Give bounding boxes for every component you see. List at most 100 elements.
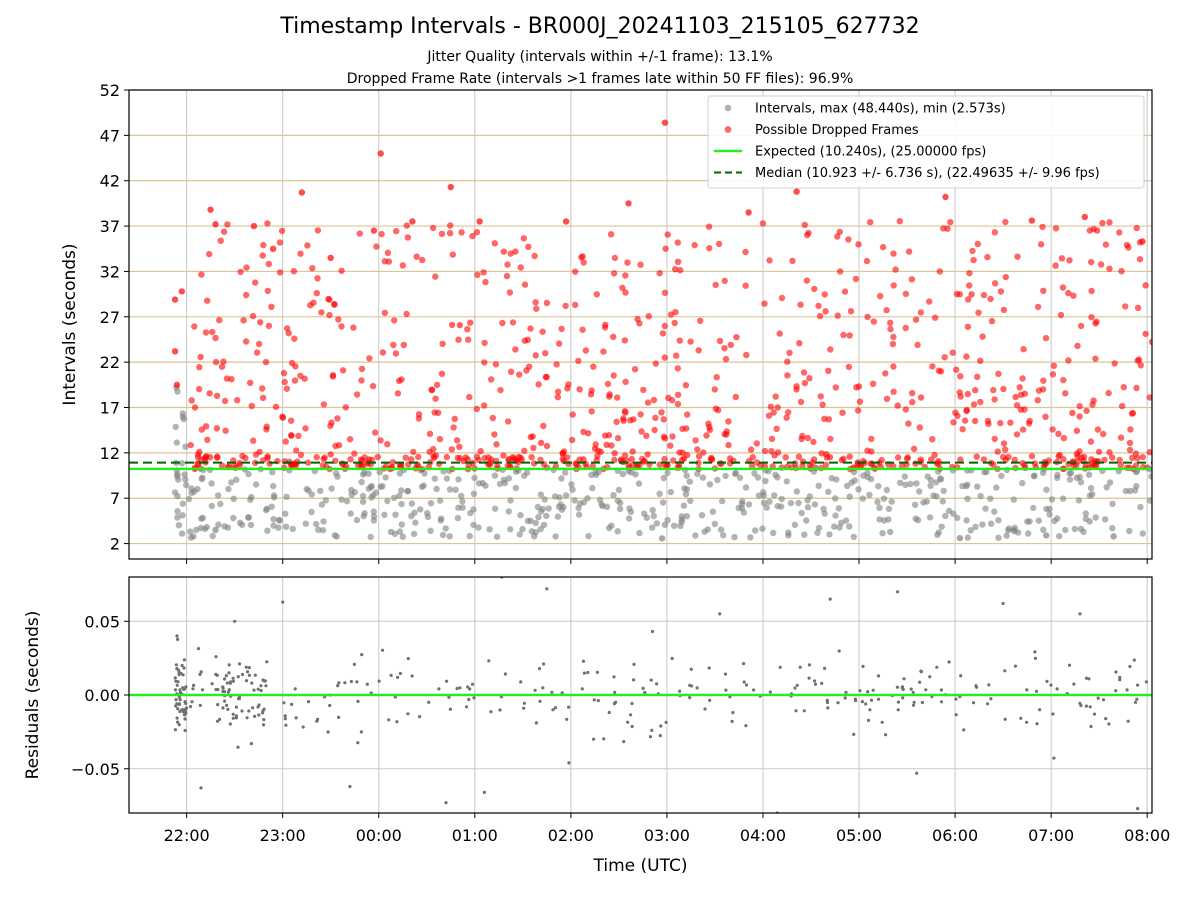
intervals-ytick-label: 17	[100, 399, 120, 418]
dropped-frame-point	[661, 289, 669, 296]
residual-point	[1088, 705, 1092, 709]
dropped-frame-point	[521, 447, 528, 454]
dropped-frame-point	[917, 394, 925, 401]
residual-point	[843, 696, 847, 700]
dropped-frame-point	[529, 433, 536, 440]
interval-point	[1080, 528, 1087, 535]
dropped-frame-point	[827, 346, 834, 353]
residual-point	[214, 655, 218, 659]
residual-point	[632, 662, 636, 667]
residual-point	[538, 699, 542, 703]
residuals-panel: −0.05 0.00 0.05 Residuals (seconds)	[23, 576, 1153, 814]
residual-point	[915, 771, 919, 775]
interval-point	[396, 528, 404, 535]
dropped-frame-point	[285, 330, 292, 337]
dropped-frame-point	[887, 319, 894, 327]
dropped-frame-point	[761, 300, 768, 307]
dropped-frame-point	[314, 275, 321, 282]
dropped-frame-point	[1073, 427, 1081, 434]
dropped-frame-point	[695, 347, 702, 354]
residual-point	[199, 786, 203, 790]
interval-point	[1139, 238, 1146, 245]
dropped-frame-point	[398, 376, 405, 383]
residual-point	[742, 662, 746, 666]
interval-point	[384, 497, 391, 505]
interval-point	[995, 517, 1002, 524]
interval-point	[731, 533, 738, 541]
residual-point	[1001, 601, 1005, 606]
dropped-frame-point	[607, 231, 615, 238]
dropped-frame-point	[782, 454, 789, 461]
residual-point	[244, 665, 248, 669]
interval-point	[875, 483, 882, 490]
interval-point	[308, 508, 315, 516]
dropped-frame-point	[253, 349, 261, 356]
interval-point	[1048, 496, 1056, 503]
interval-point	[408, 500, 415, 507]
interval-point	[982, 505, 989, 512]
dropped-frame-point	[867, 219, 874, 226]
residual-point	[224, 674, 228, 678]
dropped-frame-point	[821, 415, 828, 423]
residual-point	[247, 709, 251, 713]
intervals-ytick-label: 42	[100, 172, 120, 191]
dropped-frame-point	[481, 455, 488, 462]
dropped-frame-point	[784, 372, 791, 379]
interval-point	[475, 480, 483, 487]
dropped-frame-point	[517, 454, 524, 461]
dropped-frame-point	[346, 436, 354, 443]
dropped-frame-point	[1057, 311, 1065, 319]
interval-point	[636, 529, 643, 537]
dropped-frame-point	[883, 307, 890, 314]
dropped-frame-point	[987, 295, 994, 303]
dropped-frame-point	[1116, 229, 1123, 236]
dropped-frame-point	[652, 414, 659, 421]
interval-point	[1062, 526, 1069, 534]
residual-point	[1096, 696, 1100, 700]
interval-point	[248, 493, 255, 501]
interval-point	[801, 531, 808, 538]
dropped-frame-point	[1134, 455, 1141, 462]
residual-point	[221, 685, 225, 689]
interval-point	[692, 532, 699, 539]
dropped-frame-point	[801, 379, 809, 387]
residual-point	[1114, 670, 1118, 674]
interval-point	[187, 528, 194, 535]
residual-point	[866, 718, 871, 723]
residual-point	[896, 700, 901, 704]
dropped-frame-point	[705, 223, 713, 230]
residual-point	[355, 680, 359, 684]
dropped-frame-point	[786, 349, 793, 356]
dropped-frame-point	[491, 240, 498, 247]
dropped-frame-point	[677, 267, 684, 274]
dropped-frame-point	[489, 414, 496, 422]
dropped-frame-point	[695, 453, 703, 460]
residual-point	[244, 679, 249, 683]
interval-point	[521, 472, 528, 479]
dropped-frame-point	[454, 454, 461, 462]
interval-point	[932, 479, 940, 486]
interval-point	[683, 513, 690, 520]
interval-point	[815, 524, 823, 532]
residual-point	[918, 680, 922, 684]
dropped-frame-point	[931, 451, 938, 459]
dropped-frame-point	[627, 417, 634, 424]
dropped-frame-point	[320, 401, 328, 408]
residual-point	[294, 716, 298, 720]
interval-point	[1103, 484, 1110, 491]
dropped-frame-point	[1094, 426, 1102, 433]
interval-point	[832, 512, 839, 519]
dropped-frame-point	[356, 230, 363, 237]
time-tick-label: 01:00	[452, 826, 498, 845]
residual-point	[377, 679, 381, 683]
interval-point	[664, 517, 671, 524]
interval-point	[937, 476, 945, 483]
interval-point	[1010, 496, 1017, 503]
interval-point	[575, 511, 583, 518]
interval-point	[571, 497, 578, 504]
dropped-frame-point	[554, 394, 561, 401]
residual-point	[582, 671, 587, 675]
dropped-frame-point	[319, 462, 326, 469]
interval-point	[537, 491, 545, 498]
interval-point	[459, 498, 466, 505]
